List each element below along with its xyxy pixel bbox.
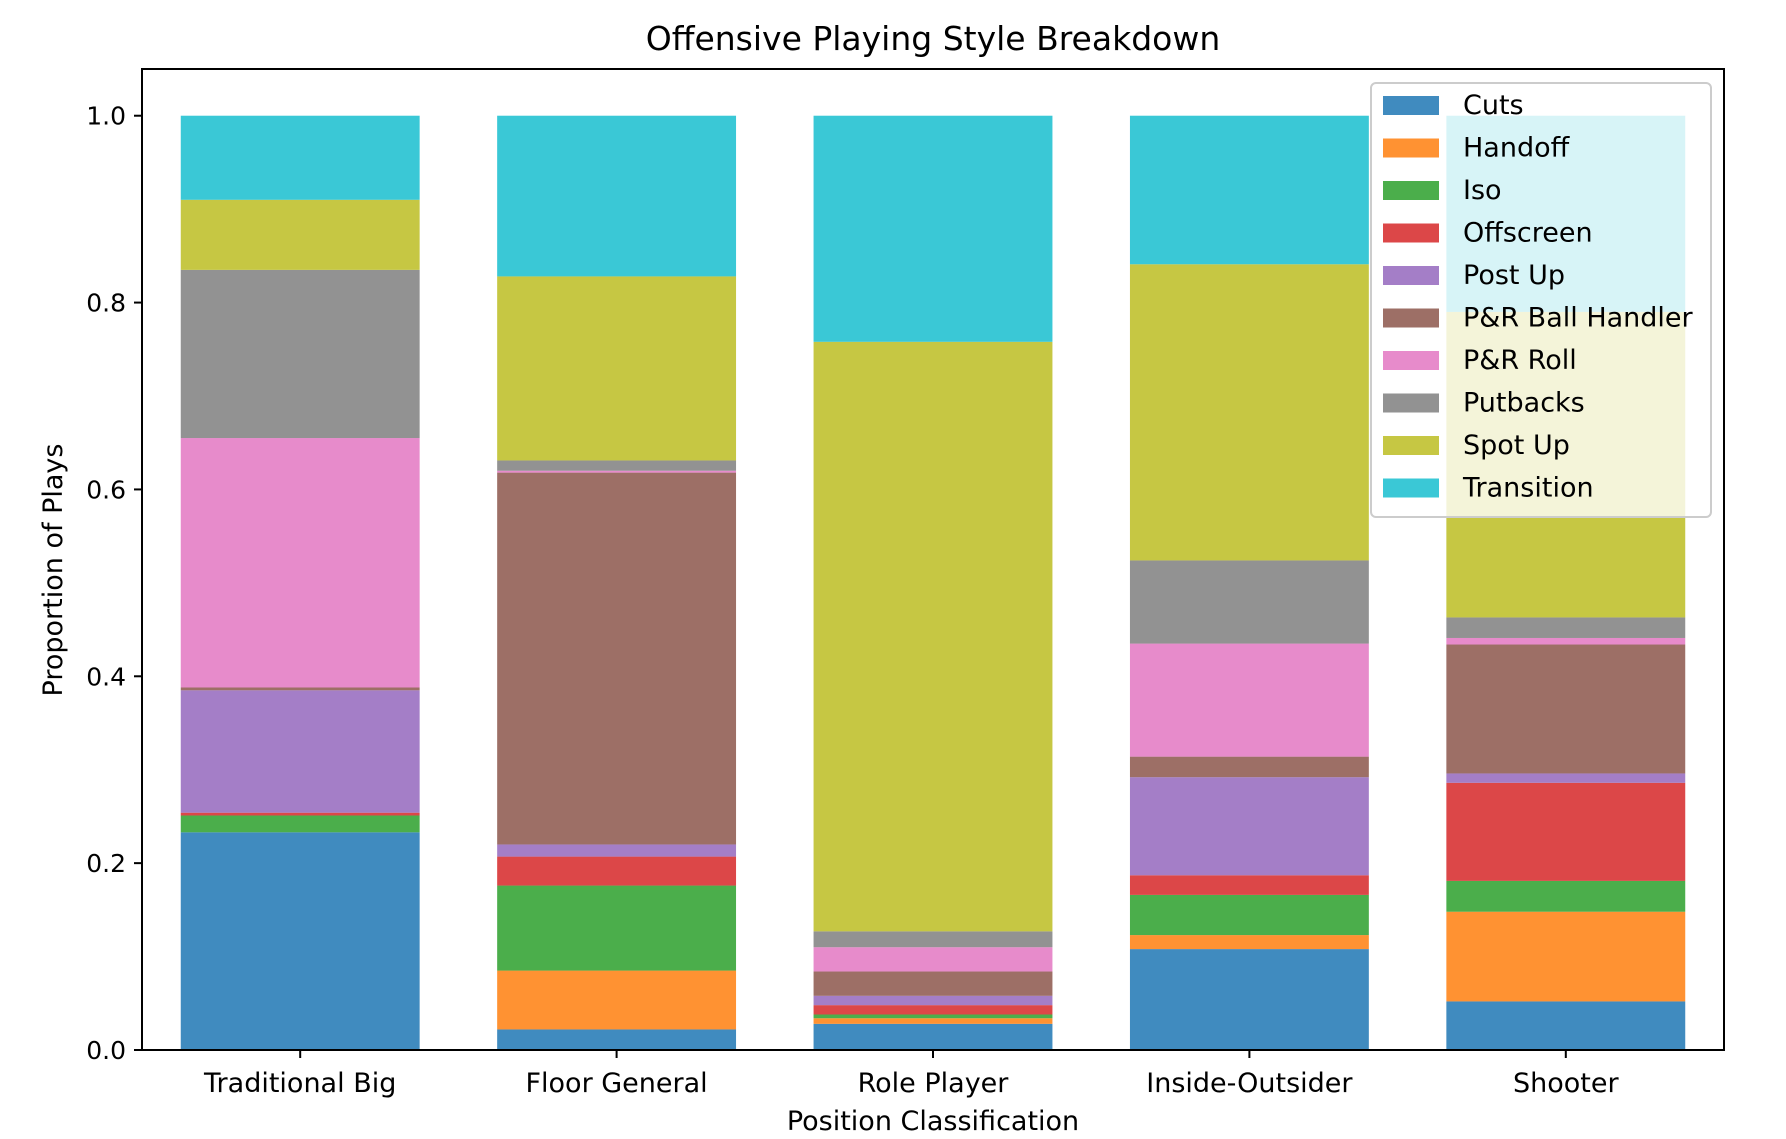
chart-title: Offensive Playing Style Breakdown	[646, 19, 1221, 58]
bar-inside-outsider-post-up	[1129, 777, 1369, 876]
x-tick-label: Shooter	[1513, 1068, 1619, 1099]
bar-traditional-big-pandr-ball-handler	[180, 687, 420, 691]
legend-swatch-cuts	[1383, 96, 1439, 115]
legend-label-putbacks: Putbacks	[1463, 388, 1585, 419]
bar-traditional-big-cuts	[180, 832, 420, 1050]
bar-role-player-pandr-ball-handler	[813, 971, 1053, 996]
bar-traditional-big-transition	[180, 115, 420, 200]
legend-label-transition: Transition	[1462, 473, 1594, 504]
legend-label-handoff: Handoff	[1463, 133, 1571, 164]
bar-floor-general-handoff	[497, 970, 737, 1030]
bar-role-player-pandr-roll	[813, 947, 1053, 972]
bar-role-player-cuts	[813, 1023, 1053, 1050]
legend-label-pandr-ball-handler: P&R Ball Handler	[1463, 303, 1694, 334]
bar-traditional-big-offscreen	[180, 812, 420, 816]
bar-floor-general-transition	[497, 115, 737, 277]
bar-role-player-iso	[813, 1014, 1053, 1019]
bar-role-player-offscreen	[813, 1005, 1053, 1015]
bar-shooter-offscreen	[1446, 782, 1686, 881]
x-tick-label: Role Player	[858, 1068, 1010, 1099]
legend: Cuts Handoff Iso Offscreen Post Up P&R Ball H…	[1370, 82, 1712, 518]
bar-shooter-cuts	[1446, 1001, 1686, 1050]
bars-layer	[180, 115, 1686, 1050]
bar-traditional-big-spot-up	[180, 199, 420, 270]
legend-swatch-offscreen	[1383, 223, 1439, 243]
x-axis: Traditional Big Floor General Role Player I…	[203, 1050, 1619, 1099]
legend-box	[1370, 82, 1712, 518]
bar-inside-outsider-iso	[1129, 894, 1369, 936]
bar-shooter-pandr-ball-handler	[1446, 644, 1686, 774]
x-axis-label: Position Classification	[787, 1106, 1079, 1134]
bar-role-player-post-up	[813, 995, 1053, 1006]
x-tick-label: Floor General	[526, 1068, 708, 1099]
legend-swatch-spot-up	[1383, 436, 1439, 455]
bar-inside-outsider-putbacks	[1129, 560, 1369, 644]
y-axis: 0.0 0.2 0.4 0.6 0.8 1.0	[86, 102, 142, 1065]
legend-label-post-up: Post Up	[1463, 260, 1565, 291]
bar-floor-general-pandr-roll	[497, 470, 737, 473]
bar-floor-general-putbacks	[497, 460, 737, 471]
bar-inside-outsider-cuts	[1129, 949, 1369, 1050]
y-tick-label: 0.6	[86, 475, 126, 504]
y-tick-label: 0.2	[86, 849, 126, 878]
bar-inside-outsider-handoff	[1129, 935, 1369, 950]
legend-label-offscreen: Offscreen	[1463, 218, 1593, 249]
bar-inside-outsider-pandr-roll	[1129, 643, 1369, 757]
y-tick-label: 0.8	[86, 289, 126, 318]
legend-swatch-transition	[1383, 478, 1439, 498]
bar-inside-outsider-transition	[1129, 115, 1369, 265]
legend-swatch-handoff	[1383, 138, 1439, 158]
legend-swatch-post-up	[1383, 266, 1439, 285]
bar-traditional-big-pandr-roll	[180, 438, 420, 688]
bar-floor-general-post-up	[497, 844, 737, 857]
bar-role-player-transition	[813, 115, 1053, 342]
bar-shooter-handoff	[1446, 911, 1686, 1002]
bar-floor-general-spot-up	[497, 276, 737, 461]
bar-role-player-spot-up	[813, 341, 1053, 932]
y-tick-label: 0.4	[86, 662, 126, 691]
bar-shooter-iso	[1446, 880, 1686, 912]
bar-role-player-putbacks	[813, 931, 1053, 948]
bar-floor-general-offscreen	[497, 856, 737, 886]
legend-label-pandr-roll: P&R Roll	[1463, 345, 1577, 376]
legend-label-iso: Iso	[1463, 175, 1502, 206]
legend-swatch-putbacks	[1383, 393, 1439, 413]
bar-inside-outsider-spot-up	[1129, 264, 1369, 561]
bar-role-player-handoff	[813, 1018, 1053, 1024]
legend-label-spot-up: Spot Up	[1463, 430, 1570, 461]
legend-swatch-pandr-ball-handler	[1383, 308, 1439, 328]
y-tick-label: 0.0	[86, 1036, 126, 1065]
bar-inside-outsider-offscreen	[1129, 875, 1369, 895]
legend-swatch-iso	[1383, 181, 1439, 200]
y-axis-label: Proportion of Plays	[38, 444, 69, 697]
bar-inside-outsider-pandr-ball-handler	[1129, 756, 1369, 778]
bar-traditional-big-iso	[180, 815, 420, 833]
x-tick-label: Traditional Big	[203, 1068, 396, 1099]
bar-floor-general-pandr-ball-handler	[497, 472, 737, 845]
y-tick-label: 1.0	[86, 102, 126, 131]
legend-swatch-pandr-roll	[1383, 351, 1439, 370]
x-tick-label: Inside-Outsider	[1146, 1068, 1353, 1099]
bar-shooter-post-up	[1446, 773, 1686, 783]
bar-traditional-big-post-up	[180, 690, 420, 813]
bar-floor-general-iso	[497, 885, 737, 971]
bar-traditional-big-putbacks	[180, 269, 420, 439]
bar-floor-general-cuts	[497, 1029, 737, 1050]
bar-shooter-putbacks	[1446, 617, 1686, 638]
bar-shooter-pandr-roll	[1446, 637, 1686, 645]
legend-label-cuts: Cuts	[1463, 90, 1524, 121]
